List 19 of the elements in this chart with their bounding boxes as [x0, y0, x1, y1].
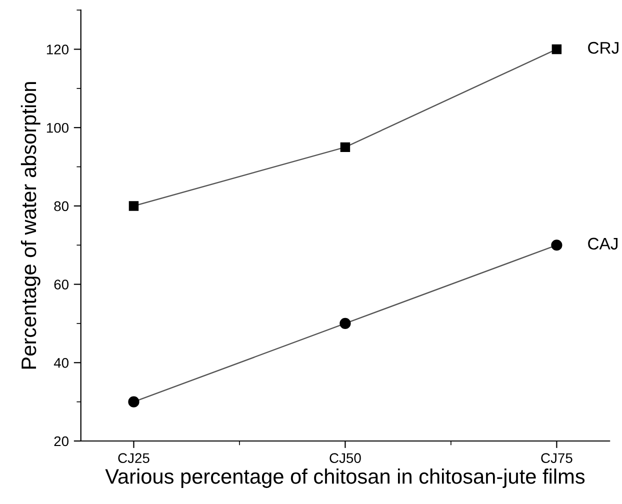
- point: [551, 240, 562, 251]
- y-axis-title: Percentage of water absorption: [20, 82, 40, 369]
- x-tick-label: CJ50: [330, 453, 361, 464]
- series-label: CAJ: [588, 238, 618, 250]
- y-tick-label: 60: [54, 280, 69, 290]
- y-tick-label: 120: [46, 44, 69, 54]
- x-tick-label: CJ75: [541, 453, 572, 464]
- point: [128, 201, 139, 211]
- point: [340, 318, 351, 330]
- y-tick-label: 20: [54, 436, 69, 446]
- series-label: CRJ: [588, 42, 618, 54]
- point: [128, 396, 140, 408]
- point: [552, 44, 562, 54]
- y-tick-label: 100: [46, 122, 69, 133]
- x-tick-label: CJ25: [118, 453, 150, 464]
- point: [340, 142, 350, 152]
- y-tick-label: 80: [54, 201, 69, 212]
- y-tick-label: 40: [54, 358, 69, 368]
- x-axis-title: Various percentage of chitosan in chitosan-jute films: [105, 468, 585, 488]
